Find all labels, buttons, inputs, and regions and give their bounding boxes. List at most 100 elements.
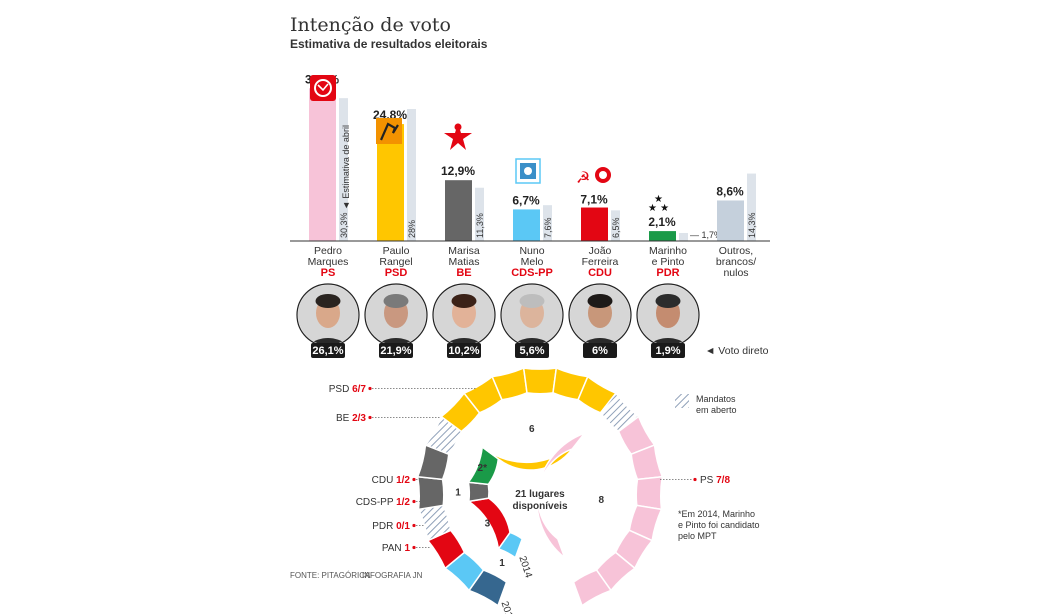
april-estimate-annotation: ◄ Estimativa de abril (341, 125, 351, 210)
candidate-name-4-1: Ferreira (582, 256, 619, 268)
direct-vote-badge-0 (311, 343, 345, 358)
candidate-name-6-1: brancos/ (716, 256, 756, 268)
svg-text:CDS-PP 1/2: CDS-PP 1/2 (356, 497, 411, 508)
direct-vote-badge-1 (379, 343, 413, 358)
direct-vote-badge-4 (583, 343, 617, 358)
footer-source: FONTE: PITAGÓRICA (290, 571, 371, 580)
avatar-portrait-2 (434, 285, 494, 345)
candidate-party-3: CDS-PP (511, 267, 553, 279)
svg-text:☭: ☭ (576, 168, 590, 187)
bar-april-label-5: — 1,7% (690, 230, 722, 240)
cds-logo-icon (515, 158, 541, 184)
direct-vote-label: ◄ Voto direto (705, 345, 769, 357)
bar-april-label-4: 6,5% (611, 217, 621, 238)
direct-vote-value-1: 21,9% (380, 345, 411, 357)
avatar-portrait-4 (570, 285, 630, 345)
seat-label-cds-pp: CDS-PP 1/2 (356, 497, 422, 508)
bar-april-label-0: 30,3% (339, 212, 349, 238)
seat-2019-be-0 (416, 475, 445, 511)
ring-2019-label: 2019 (499, 600, 516, 614)
candidate-name-1-0: Paulo (383, 245, 410, 257)
bar-current-4 (581, 207, 608, 241)
bar-current-label-5: 2,1% (648, 215, 676, 229)
candidate-name-6-2: nulos (723, 267, 748, 279)
svg-text:★ ★: ★ ★ (648, 203, 669, 214)
seat-2014-be (467, 481, 490, 503)
ps-logo-icon (310, 75, 336, 101)
svg-text:PAN 1: PAN 1 (382, 543, 411, 554)
candidate-name-0-0: Pedro (314, 245, 342, 257)
seat-2014-label-cdu: 3 (485, 518, 491, 529)
svg-text:PS 7/8: PS 7/8 (700, 475, 730, 486)
seat-label-pdr: PDR 0/1 (372, 521, 424, 532)
footnote-line2: e Pinto foi candidato (678, 520, 760, 530)
candidate-name-0-1: Marques (308, 256, 349, 268)
bar-chart: 32,4%30,3%24,8%28%12,9%11,3%6,7%7,6%7,1%… (305, 72, 757, 242)
seat-label-be: BE 2/3 (336, 413, 440, 424)
seat-2014-ps (536, 431, 587, 560)
bar-current-label-3: 6,7% (512, 193, 540, 207)
candidate-name-5-0: Marinho (649, 245, 687, 257)
seat-2019-psd-3 (522, 367, 558, 395)
svg-text:CDU 1/2: CDU 1/2 (372, 475, 411, 486)
candidate-party-1: PSD (385, 267, 408, 279)
bar-current-label-6: 8,6% (716, 184, 744, 198)
seat-2014-label-psd: 6 (529, 424, 535, 435)
seat-2014-label-ps: 8 (598, 495, 604, 506)
avatar-portrait-0 (298, 285, 358, 345)
bar-current-5 (649, 231, 676, 241)
legend-line2: em aberto (696, 405, 737, 415)
direct-vote-badge-5 (651, 343, 685, 358)
bar-april-6 (747, 173, 756, 241)
candidate-party-5: PDR (656, 267, 679, 279)
seat-label-pan: PAN 1 (382, 543, 430, 554)
direct-vote-value-3: 5,6% (519, 345, 544, 357)
direct-vote-value-0: 26,1% (312, 345, 343, 357)
bar-current-6 (717, 200, 744, 241)
bar-april-1 (407, 109, 416, 241)
footnote-line3: pelo MPT (678, 531, 717, 541)
center-label-line2: disponíveis (512, 501, 567, 512)
bar-current-0 (309, 88, 336, 241)
chart-subtitle: Estimativa de resultados eleitorais (290, 37, 488, 51)
cdu-logo-icon: ☭ (576, 167, 611, 187)
be-logo-icon (444, 123, 472, 150)
svg-text:★: ★ (654, 194, 663, 205)
svg-text:PDR 0/1: PDR 0/1 (372, 521, 410, 532)
open-seats-legend-swatch (675, 394, 689, 408)
candidate-name-3-1: Melo (521, 256, 544, 268)
legend-line1: Mandatos (696, 394, 736, 404)
candidate-name-1-1: Rangel (379, 256, 412, 268)
candidate-name-2-1: Matias (449, 256, 480, 268)
bar-current-label-2: 12,9% (441, 164, 475, 178)
direct-vote-value-5: 1,9% (655, 345, 680, 357)
bar-april-2 (475, 187, 484, 241)
candidate-party-0: PS (321, 267, 336, 279)
footnote-line1: *Em 2014, Marinho (678, 509, 755, 519)
candidate-party-2: BE (456, 267, 471, 279)
seat-2014-label-pdr: 2* (478, 463, 488, 474)
bar-april-5 (679, 232, 688, 241)
candidate-name-2-0: Marisa (448, 245, 480, 257)
bar-current-2 (445, 180, 472, 241)
candidate-party-4: CDU (588, 267, 612, 279)
avatar-portrait-5 (638, 285, 698, 345)
seat-2014-label-be: 1 (455, 488, 461, 499)
footer-credit: INFOGRAFIA JN (362, 571, 423, 580)
seat-chart: 1 3 1 2* 6 8 2019 2014 PSD 6/7 BE 2/3 CDU 1/2 CDS-P… (329, 367, 730, 614)
seat-2019-ps-6 (572, 569, 613, 607)
ring-2014-label: 2014 (516, 555, 533, 580)
candidate-name-4-0: João (589, 245, 612, 257)
bar-april-3 (543, 205, 552, 241)
bar-april-label-6: 14,3% (747, 212, 757, 238)
direct-vote-value-2: 10,2% (448, 345, 479, 357)
candidate-name-6-0: Outros, (719, 245, 753, 257)
seat-2014-label-cds-pp: 1 (499, 558, 505, 569)
bar-april-4 (611, 210, 620, 241)
chart-title: Intenção de voto (290, 14, 451, 36)
direct-vote-value-4: 6% (592, 345, 608, 357)
center-label-line1: 21 lugares (515, 489, 565, 500)
seat-label-psd: PSD 6/7 (329, 384, 476, 395)
